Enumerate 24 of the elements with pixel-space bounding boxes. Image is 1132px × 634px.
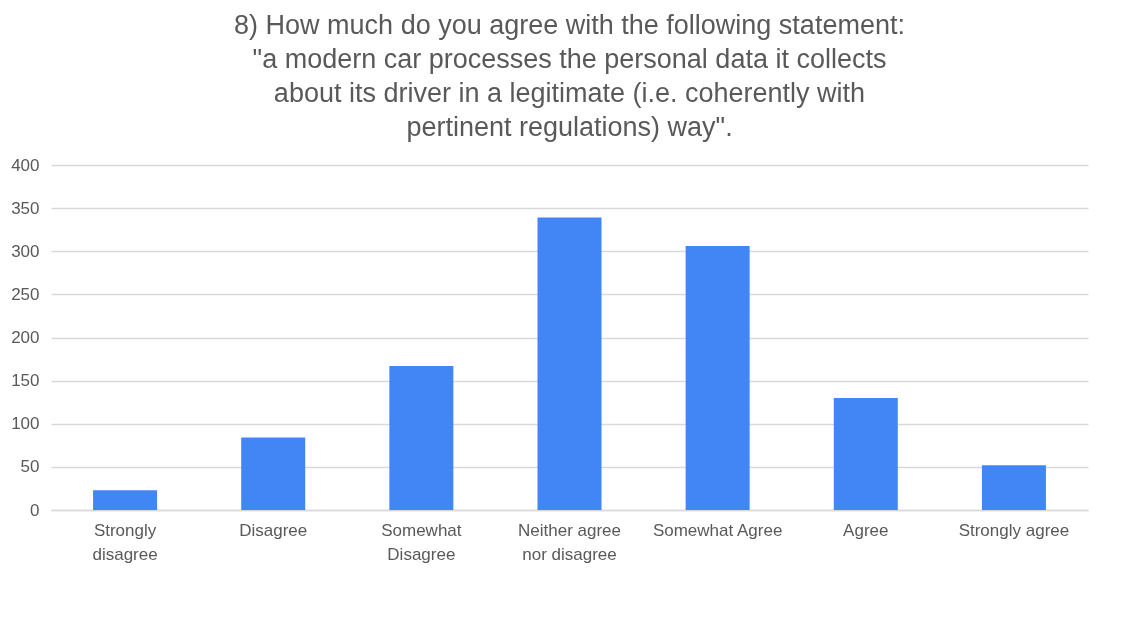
bar bbox=[537, 217, 602, 510]
y-tick-label: 200 bbox=[11, 328, 40, 347]
y-tick-label: 0 bbox=[30, 500, 40, 520]
y-tick-label: 150 bbox=[11, 371, 40, 391]
x-tick-label: Somewhat Disagree bbox=[381, 520, 462, 564]
y-tick-label: 50 bbox=[20, 457, 40, 477]
x-tick-label: Disagree bbox=[239, 520, 308, 540]
bar bbox=[389, 365, 454, 510]
bar bbox=[93, 490, 158, 510]
y-tick-label: 350 bbox=[11, 198, 40, 218]
y-tick-label: 100 bbox=[11, 414, 40, 434]
bar bbox=[241, 437, 306, 510]
y-tick-label: 400 bbox=[11, 155, 40, 175]
bar bbox=[685, 246, 750, 510]
x-tick-label: Neither agree nor disagree bbox=[517, 520, 622, 564]
x-tick-label: Agree bbox=[843, 520, 889, 540]
x-tick-label: Somewhat Agree bbox=[652, 520, 783, 540]
chart-title: 8) How much do you agree with the following statement: "a modern car processes the personal data it collects about its driver in a legitimate (i.e. coherently with pertinent regulations) way". bbox=[234, 10, 905, 142]
y-tick-label: 250 bbox=[11, 284, 40, 304]
y-tick-label: 300 bbox=[11, 241, 40, 261]
x-tick-label: Strongly disagree bbox=[92, 520, 158, 564]
x-tick-label: Strongly agree bbox=[958, 520, 1070, 540]
bar bbox=[981, 465, 1046, 510]
bar bbox=[833, 397, 898, 510]
